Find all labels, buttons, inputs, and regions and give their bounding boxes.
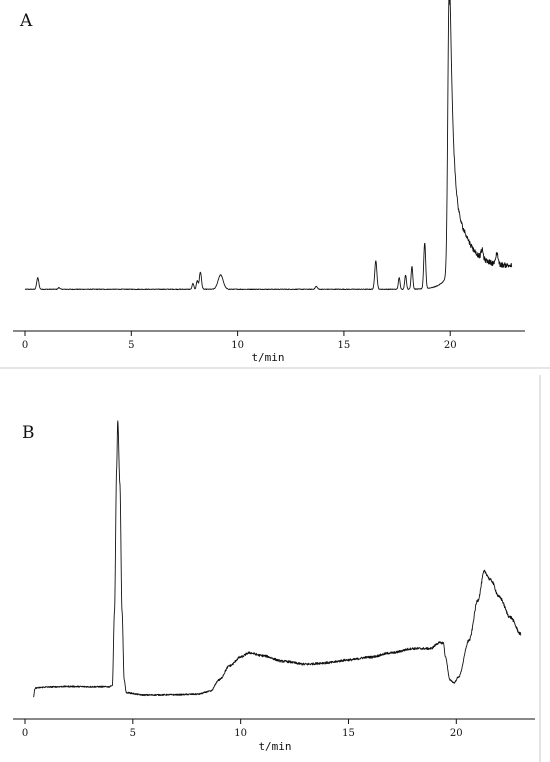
- panel-b-x-ticks: 0 5 10 15 20: [22, 719, 463, 739]
- panel-b-x-tick-label: 0: [22, 728, 28, 739]
- panel-a-x-tick-label: 0: [22, 340, 28, 351]
- panel-b-x-tick-label: 10: [234, 728, 247, 739]
- chromatogram-panel-b: B 0 5 10 15 20 t/min: [13, 420, 535, 753]
- panel-a-x-tick-label: 5: [128, 340, 134, 351]
- panel-a-x-tick-label: 10: [231, 340, 244, 351]
- panel-a-x-axis-title: t/min: [251, 351, 284, 364]
- panel-b-x-tick-label: 20: [450, 728, 463, 739]
- panel-b-x-axis-title: t/min: [258, 740, 291, 753]
- panel-b-x-tick-label: 5: [130, 728, 136, 739]
- chromatogram-panel-a: A 0 5 10 15 20 t/min: [13, 0, 525, 364]
- panel-a-x-tick-label: 15: [338, 340, 351, 351]
- panel-a-x-tick-label: 20: [444, 340, 457, 351]
- panel-b-trace: [33, 420, 522, 698]
- panel-a-x-ticks: 0 5 10 15 20: [22, 331, 457, 351]
- panel-b-label: B: [22, 423, 35, 443]
- panel-b-x-tick-label: 15: [342, 728, 355, 739]
- panel-a-label: A: [19, 11, 33, 31]
- panel-a-trace: [24, 0, 513, 291]
